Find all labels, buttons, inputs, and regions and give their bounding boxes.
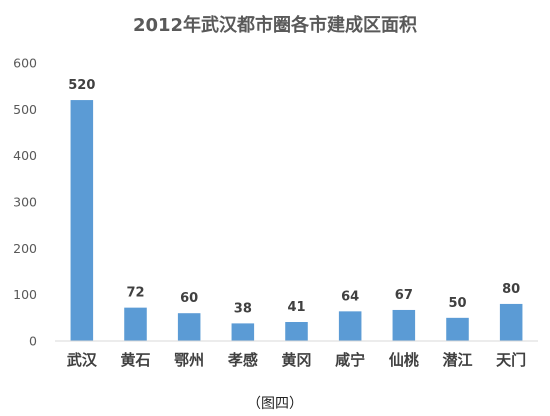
data-label: 41 [287,300,305,315]
bar [446,317,469,341]
x-tick-label: 孝感 [227,351,258,369]
data-labels: 520 72 60 38 41 64 67 50 80 [68,78,520,316]
data-label: 80 [502,282,520,297]
data-label: 64 [341,289,359,304]
x-tick-label: 鄂州 [174,351,204,369]
y-tick-label: 200 [13,241,37,256]
x-axis: 武汉 黄石 鄂州 孝感 黄冈 咸宁 仙桃 潜江 天门 [55,340,538,369]
bar [499,303,523,341]
y-tick-label: 400 [13,148,37,163]
data-label: 60 [180,291,198,306]
data-label: 67 [395,288,413,303]
x-tick-label: 天门 [496,351,526,369]
y-tick-label: 100 [13,287,37,302]
bar [338,311,362,341]
x-tick-label: 黄石 [120,351,150,369]
bar [177,313,201,341]
bars [70,100,523,341]
x-tick-label: 咸宁 [335,351,365,369]
figure-caption: （图四） [247,396,303,412]
data-label: 72 [126,286,144,301]
bar [285,322,308,341]
y-tick-label: 300 [13,195,37,210]
x-tick-label: 仙桃 [389,351,419,369]
x-tick-label: 武汉 [67,351,98,369]
bar [231,323,255,341]
bar [124,307,147,341]
y-tick-label: 0 [29,334,37,349]
data-label: 50 [448,296,466,311]
x-tick-label: 潜江 [442,351,472,369]
bar [392,309,416,341]
chart-title: 2012年武汉都市圈各市建成区面积 [133,14,417,36]
data-label: 520 [68,78,95,93]
data-label: 38 [234,301,252,316]
x-tick-label: 黄冈 [281,351,311,369]
y-tick-label: 600 [13,56,37,71]
y-tick-label: 500 [13,102,37,117]
y-axis: 0 100 200 300 400 500 600 [13,56,37,349]
bar [70,100,94,341]
